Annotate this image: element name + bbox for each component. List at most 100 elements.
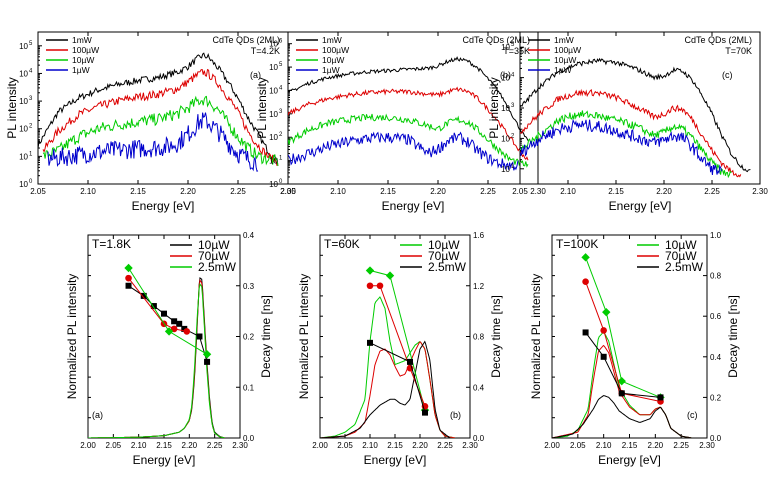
x-tick-label: 2.10: [131, 441, 147, 450]
x-tick-label: 2.05: [106, 441, 122, 450]
y-tick-exponent: 1: [29, 151, 33, 157]
decay-marker-square: [140, 292, 147, 299]
decay-marker-square: [657, 394, 664, 401]
x-tick-label: 2.05: [30, 187, 46, 196]
series-line-3: [320, 340, 451, 438]
legend-label: 10µW: [72, 55, 94, 65]
y-tick-label: 10: [19, 69, 28, 78]
y-tick-label: 10: [501, 165, 510, 174]
decay-marker-circle: [366, 282, 374, 290]
series-line-1: [38, 52, 279, 165]
panel-label: (b): [450, 410, 461, 420]
legend-label: 1µW: [554, 65, 572, 75]
decay-line-3: [128, 267, 208, 355]
y-tick-exponent: 3: [279, 109, 283, 115]
y-tick-label: 10: [19, 42, 28, 51]
legend-label: 10µW: [554, 55, 576, 65]
y-tick-label: 10: [269, 110, 278, 119]
legend-label: 70µW: [198, 249, 230, 263]
x-tick-label: 2.05: [280, 187, 296, 196]
y2-tick-label: 0.0: [710, 434, 722, 443]
y2-tick-label: 0.6: [710, 312, 722, 321]
x-tick-label: 2.10: [362, 441, 378, 450]
x-tick-label: 2.25: [230, 187, 246, 196]
y2-tick-label: 0.0: [473, 434, 485, 443]
legend-label: 1µW: [322, 65, 340, 75]
decay-marker-circle: [600, 327, 607, 334]
y2-tick-label: 1.6: [473, 231, 485, 240]
y-tick-exponent: 2: [511, 133, 515, 139]
temperature-annotation: T=35K: [503, 46, 530, 56]
y-tick-exponent: 1: [511, 164, 515, 170]
x-tick-label: 2.20: [648, 441, 664, 450]
x-tick-label: 2.20: [412, 441, 428, 450]
y2-tick-label: 1.2: [473, 282, 485, 291]
x-tick-label: 2.20: [180, 187, 196, 196]
x-tick-label: 2.30: [752, 187, 768, 196]
y-tick-exponent: 2: [29, 124, 33, 130]
legend-label: 2.5mW: [428, 260, 467, 274]
y2-tick-label: 0.1: [243, 383, 255, 392]
x-tick-label: 2.20: [656, 187, 672, 196]
series-line-2: [42, 68, 279, 166]
decay-marker-square: [196, 333, 203, 340]
y-tick-exponent: 5: [29, 41, 33, 47]
y-tick-exponent: 0: [29, 179, 33, 185]
x-tick-label: 2.30: [232, 441, 248, 450]
panel-label: (a): [250, 70, 261, 80]
temperature-annotation: T=100K: [556, 237, 598, 251]
y-tick-label: 10: [501, 74, 510, 83]
panel-label: (c): [687, 410, 698, 420]
y-tick-label: 10: [269, 86, 278, 95]
temperature-annotation: T=4.2K: [251, 46, 280, 56]
decay-marker-circle: [170, 325, 178, 333]
y-tick-exponent: 5: [279, 62, 283, 68]
decay-line-2: [128, 277, 187, 332]
decay-marker-square: [407, 358, 413, 365]
series-line-1: [88, 276, 225, 438]
legend-label: 2.5mW: [665, 260, 704, 274]
series-line-4: [288, 131, 519, 171]
legend-label: 10µW: [198, 238, 230, 252]
y2-tick-label: 1.0: [710, 231, 722, 240]
y-tick-exponent: 5: [511, 42, 515, 48]
y-tick-exponent: 4: [29, 68, 33, 74]
y-axis-label: PL intensity: [5, 77, 19, 139]
decay-marker-square: [150, 303, 157, 310]
legend-label: 10µW: [322, 55, 344, 65]
x-tick-label: 2.25: [437, 441, 453, 450]
y-tick-label: 10: [269, 157, 278, 166]
decay-marker-circle: [125, 274, 132, 282]
y-tick-exponent: 4: [279, 85, 283, 91]
x-tick-label: 2.25: [480, 187, 496, 196]
series-line-3: [520, 110, 732, 179]
x-tick-label: 2.10: [596, 441, 612, 450]
legend-label: 100µW: [322, 45, 349, 55]
temperature-annotation: T=1.8K: [92, 237, 131, 251]
x-axis-label: Energy [eV]: [598, 453, 661, 467]
y2-tick-label: 0.2: [710, 393, 722, 402]
x-tick-label: 2.05: [512, 187, 528, 196]
y-tick-label: 10: [501, 134, 510, 143]
x-tick-label: 2.20: [430, 187, 446, 196]
series-line-3: [552, 395, 692, 438]
series-line-3: [42, 95, 279, 167]
decay-marker-square: [125, 282, 132, 289]
decay-marker-square: [171, 318, 178, 325]
x-tick-label: 2.20: [182, 441, 198, 450]
y2-axis-label: Decay time [ns]: [726, 295, 740, 378]
y-tick-label: 10: [19, 180, 28, 189]
legend-label: 1mW: [322, 35, 342, 45]
y-tick-exponent: 2: [279, 132, 283, 138]
y-tick-label: 10: [501, 104, 510, 113]
legend-label: 10µW: [665, 238, 697, 252]
y-tick-label: 10: [269, 180, 278, 189]
plot-area: [88, 276, 225, 438]
sample-annotation: CdTe QDs (2ML): [212, 35, 280, 45]
decay-marker-diamond: [164, 327, 174, 336]
y-tick-label: 10: [269, 63, 278, 72]
x-tick-label: 2.15: [380, 187, 396, 196]
y-tick-exponent: 3: [29, 96, 33, 102]
x-tick-label: 2.15: [156, 441, 172, 450]
